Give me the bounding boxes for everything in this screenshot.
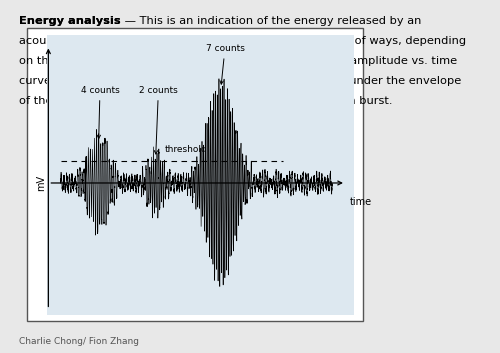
Text: threshold: threshold	[165, 145, 208, 154]
Bar	[27, 28, 363, 321]
Text: — This is an indication of the energy released by an: — This is an indication of the energy re…	[120, 16, 421, 26]
Text: 7 counts: 7 counts	[206, 44, 244, 84]
Text: Energy analysis: Energy analysis	[19, 16, 120, 26]
Text: 4 counts: 4 counts	[80, 86, 120, 138]
Text: acoustic emission event; it may be measured in a number of ways, depending: acoustic emission event; it may be measu…	[19, 36, 466, 46]
Text: Charlie Chong/ Fion Zhang: Charlie Chong/ Fion Zhang	[19, 337, 139, 346]
Text: of the amplitude vs. time curve may be measured for each burst.: of the amplitude vs. time curve may be m…	[19, 96, 392, 106]
Text: Energy analysis: Energy analysis	[19, 16, 120, 26]
Text: 2 counts: 2 counts	[139, 86, 178, 154]
Text: mV: mV	[36, 175, 46, 191]
Text: time: time	[350, 197, 372, 207]
Text: on the equipment, but it is essentially the area under the amplitude vs. time: on the equipment, but it is essentially …	[19, 56, 457, 66]
Text: curve (Figure 16.4) for each burst. Alternatively, the area under the envelope: curve (Figure 16.4) for each burst. Alte…	[19, 76, 461, 86]
